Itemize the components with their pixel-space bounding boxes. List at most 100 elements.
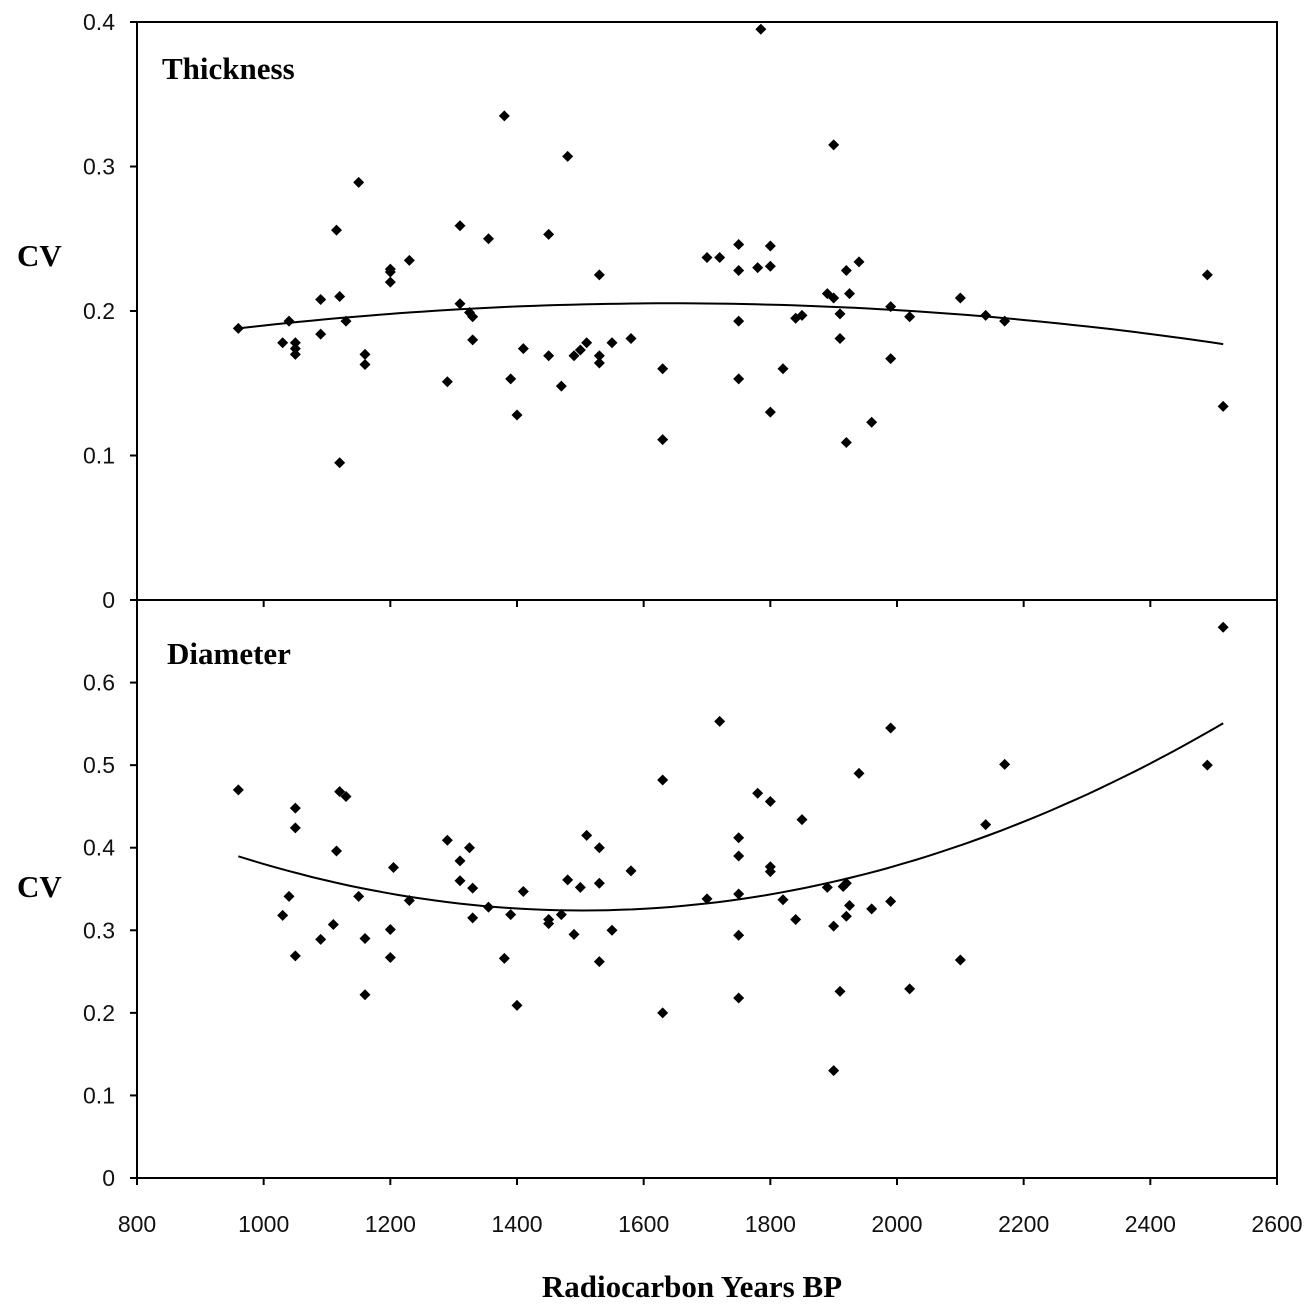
diameter-trend-layer [238, 722, 1224, 912]
x-tick-label: 1200 [365, 1211, 416, 1237]
diameter-data-point [840, 877, 852, 889]
diameter-data-point [467, 912, 479, 924]
diameter-data-point [277, 909, 289, 921]
thickness-data-point [999, 315, 1011, 327]
diameter-y-tick-label: 0.1 [83, 1082, 115, 1108]
thickness-panel: Thickness CV 0 0.1 0.2 0.3 0.4 [17, 9, 1229, 613]
thickness-data-point [505, 373, 517, 385]
thickness-data-point [543, 350, 555, 362]
thickness-data-point [840, 436, 852, 448]
thickness-data-point [334, 291, 346, 303]
diameter-data-point [384, 952, 396, 964]
diameter-data-point [733, 832, 745, 844]
diameter-data-point [828, 920, 840, 932]
thickness-data-point [568, 350, 580, 362]
diameter-data-point [289, 822, 301, 834]
diameter-data-point [606, 924, 618, 936]
thickness-data-point [625, 332, 637, 344]
diameter-data-point [555, 909, 567, 921]
diameter-data-point [511, 999, 523, 1011]
diameter-data-point [657, 774, 669, 786]
thickness-data-point [1217, 400, 1229, 412]
diameter-data-point [574, 881, 586, 893]
diameter-data-point [283, 890, 295, 902]
thickness-data-point [764, 260, 776, 272]
thickness-trend-line [238, 302, 1224, 346]
diameter-y-tick-label: 0.6 [83, 670, 115, 696]
thickness-data-point [555, 380, 567, 392]
thickness-data-point [714, 252, 726, 264]
diameter-data-point [581, 829, 593, 841]
thickness-data-point [752, 262, 764, 274]
x-tick-label: 1000 [238, 1211, 289, 1237]
thickness-data-point [384, 276, 396, 288]
thickness-data-point [562, 150, 574, 162]
diameter-data-point [885, 722, 897, 734]
thickness-data-point [657, 434, 669, 446]
diameter-plot-area [136, 599, 1278, 1179]
x-tick-label: 2000 [871, 1211, 922, 1237]
diameter-data-point [821, 881, 833, 893]
diameter-data-point [340, 791, 352, 803]
diameter-data-point [625, 865, 637, 877]
diameter-data-point [454, 855, 466, 867]
thickness-data-point [980, 309, 992, 321]
thickness-data-point [733, 265, 745, 277]
diameter-y-tick-label: 0.3 [83, 917, 115, 943]
thickness-trend-layer [238, 302, 1224, 346]
diameter-panel: Diameter CV 0 0.1 0.2 0.3 0.4 0.5 0.6 [17, 621, 1229, 1191]
diameter-data-point [454, 875, 466, 887]
thickness-data-point [441, 376, 453, 388]
thickness-plot-area [136, 21, 1278, 601]
diameter-data-point [764, 866, 776, 878]
thickness-data-point [593, 269, 605, 281]
diameter-data-point [733, 992, 745, 1004]
thickness-points [232, 23, 1229, 469]
x-tick-label: 1400 [491, 1211, 542, 1237]
diameter-data-point [483, 901, 494, 913]
thickness-data-point [331, 224, 342, 236]
x-tick-label: 2600 [1251, 1211, 1302, 1237]
thickness-data-point [498, 110, 510, 122]
diameter-data-point [999, 758, 1011, 770]
thickness-data-point [334, 457, 346, 469]
diameter-data-point [359, 933, 371, 945]
thickness-data-point [701, 252, 713, 264]
diameter-data-point [796, 814, 808, 826]
thickness-data-point [593, 350, 605, 362]
thickness-data-point [289, 343, 301, 355]
diameter-data-point [885, 895, 897, 907]
diameter-data-point [315, 933, 327, 945]
diameter-data-point [828, 1065, 840, 1077]
thickness-data-point [289, 348, 301, 360]
thickness-data-point [764, 240, 776, 252]
thickness-y-tick-label: 0 [102, 587, 115, 613]
diameter-data-point [657, 1007, 669, 1019]
thickness-data-point [359, 348, 371, 360]
thickness-y-axis-label: CV [17, 238, 62, 273]
thickness-data-point [574, 344, 586, 356]
thickness-data-point [840, 265, 852, 277]
thickness-data-point [885, 301, 897, 313]
thickness-data-point [1201, 269, 1213, 281]
thickness-data-point [733, 373, 745, 385]
diameter-data-point [752, 787, 764, 799]
thickness-data-point [733, 239, 745, 251]
x-axis-title: Radiocarbon Years BP [542, 1269, 842, 1304]
diameter-data-point [568, 928, 580, 940]
diameter-data-point [840, 910, 852, 922]
thickness-data-point [277, 337, 289, 349]
diameter-data-point [334, 786, 346, 798]
thickness-data-point [657, 363, 669, 375]
thickness-y-tick-label: 0.1 [83, 443, 115, 469]
diameter-points [232, 621, 1229, 1077]
diameter-data-point [714, 715, 726, 727]
thickness-data-point [454, 220, 466, 232]
diameter-data-point [289, 802, 301, 814]
thickness-data-point [283, 315, 295, 327]
thickness-data-point [755, 23, 767, 35]
x-tick-label: 1800 [745, 1211, 796, 1237]
diameter-y-tick-label: 0.4 [83, 835, 115, 861]
thickness-data-point [467, 334, 479, 346]
